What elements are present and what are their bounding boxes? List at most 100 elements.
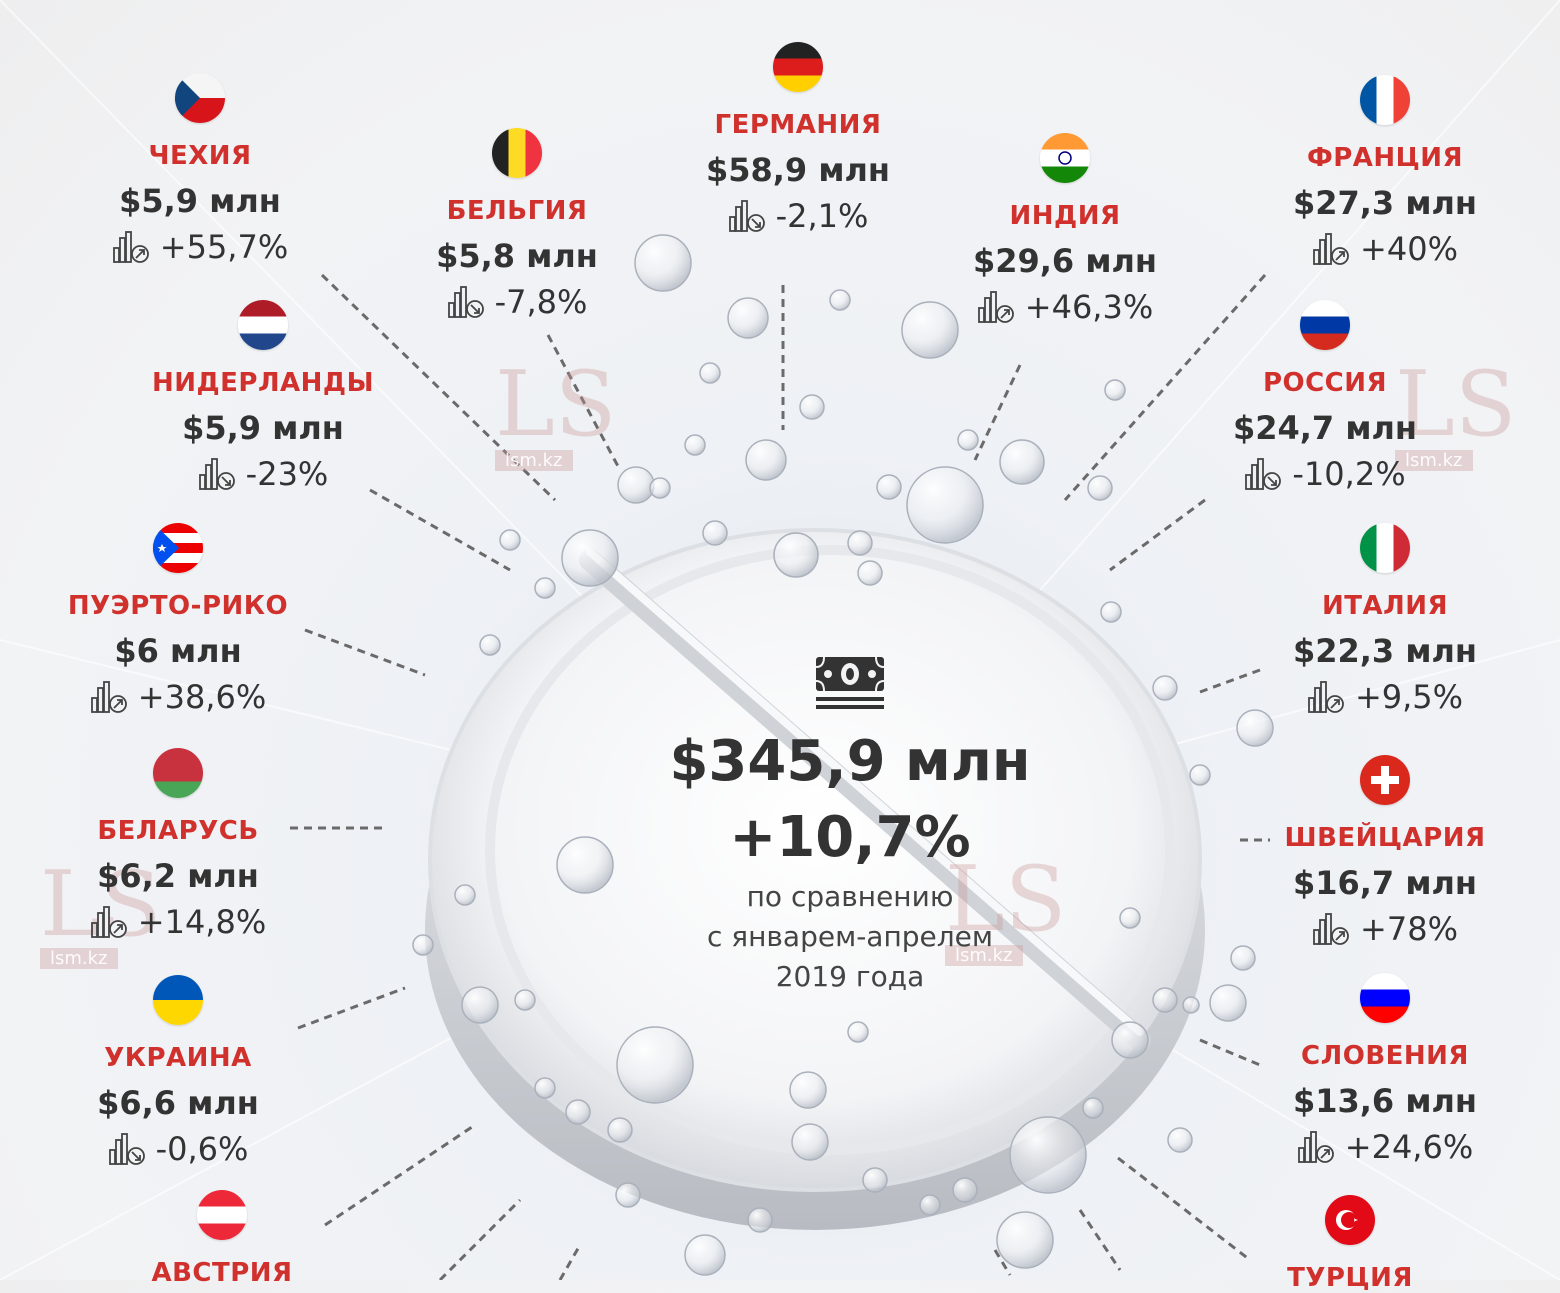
country-amount: $6,6 млн [97, 1084, 259, 1122]
country-ukraine: УКРАИНА $6,6 млн -0,6% [28, 975, 328, 1169]
country-amount: $5,9 млн [119, 182, 281, 220]
trend-up-icon [90, 681, 127, 713]
country-russia: РОССИЯ $24,7 млн -10,2% [1175, 300, 1475, 494]
trend-up-icon [977, 291, 1014, 323]
trend-down-icon [728, 200, 765, 232]
germany-flag-icon [773, 42, 823, 92]
netherlands-flag-icon [238, 300, 288, 350]
country-change: -10,2% [1175, 454, 1475, 494]
country-austria: АВСТРИЯ [72, 1190, 372, 1288]
country-amount: $22,3 млн [1292, 632, 1478, 670]
country-name: ГЕРМАНИЯ [714, 110, 882, 140]
country-amount: $5,8 млн [436, 237, 598, 275]
trend-up-icon [112, 231, 149, 263]
puerto-rico-flag-icon [153, 523, 203, 573]
trend-up-icon [1313, 233, 1349, 265]
slovenia-flag-icon [1360, 973, 1410, 1023]
italy-flag-icon [1360, 523, 1410, 573]
country-change: +55,7% [50, 227, 350, 267]
trend-up-icon [1313, 913, 1349, 945]
watermark-url: lsm.kz [945, 945, 1023, 966]
country-name: БЕЛЬГИЯ [446, 196, 588, 226]
bubbles [412, 234, 1274, 1276]
ukraine-flag-icon [153, 975, 203, 1025]
country-name: ШВЕЙЦАРИЯ [1284, 823, 1486, 853]
country-belgium: БЕЛЬГИЯ $5,8 млн -7,8% [367, 128, 667, 322]
country-name: УКРАИНА [104, 1043, 252, 1073]
country-name: ИТАЛИЯ [1322, 591, 1448, 621]
country-belarus: БЕЛАРУСЬ $6,2 млн +14,8% [28, 748, 328, 942]
country-name: ИНДИЯ [1009, 201, 1121, 231]
country-czechia: ЧЕХИЯ $5,9 млн +55,7% [50, 73, 350, 267]
watermark-url: lsm.kz [1395, 450, 1473, 471]
watermark-url: lsm.kz [495, 450, 573, 471]
country-name: РОССИЯ [1262, 368, 1388, 398]
trend-down-icon [447, 286, 484, 318]
country-name: БЕЛАРУСЬ [97, 816, 259, 846]
country-name: ФРАНЦИЯ [1306, 143, 1464, 173]
country-change: -2,1% [648, 196, 948, 236]
money-icon [815, 656, 885, 709]
connector-lines [290, 273, 1270, 1280]
country-change: +40% [1235, 229, 1535, 269]
russia-flag-icon [1300, 300, 1350, 350]
country-change: +78% [1235, 909, 1535, 949]
country-change: -23% [113, 454, 413, 494]
total-growth: +10,7% [729, 805, 971, 870]
pill-tablet [425, 528, 1205, 1230]
trend-up-icon [1308, 681, 1344, 713]
trend-down-icon [108, 1133, 145, 1165]
center-summary: $345,9 млн +10,7% по сравнению с январем… [600, 655, 1100, 997]
watermark-logo: LS [40, 852, 162, 957]
country-slovenia: СЛОВЕНИЯ $13,6 млн +24,6% [1235, 973, 1535, 1167]
watermark-logo: LS [495, 352, 617, 457]
trend-up-icon [90, 906, 127, 938]
country-switzerland: ШВЕЙЦАРИЯ $16,7 млн +78% [1235, 755, 1535, 949]
country-change: -7,8% [367, 282, 667, 322]
trend-down-icon [198, 458, 235, 490]
trend-up-icon [1297, 1131, 1334, 1163]
country-india: ИНДИЯ $29,6 млн +46,3% [915, 133, 1215, 327]
country-name: ПУЭРТО-РИКО [67, 591, 289, 621]
country-netherlands: НИДЕРЛАНДЫ $5,9 млн -23% [113, 300, 413, 494]
watermark-logo: LS [945, 847, 1067, 952]
country-amount: $6,2 млн [97, 857, 259, 895]
country-amount: $58,9 млн [705, 151, 891, 189]
country-france: ФРАНЦИЯ $27,3 млн +40% [1235, 75, 1535, 269]
country-turkey: ТУРЦИЯ [1200, 1195, 1500, 1293]
country-name: СЛОВЕНИЯ [1301, 1041, 1469, 1071]
country-change: +46,3% [915, 287, 1215, 327]
country-amount: $13,6 млн [1292, 1082, 1478, 1120]
country-change: -0,6% [28, 1129, 328, 1169]
country-change: +24,6% [1235, 1127, 1535, 1167]
country-amount: $5,9 млн [182, 409, 344, 447]
watermark-logo: LS [1395, 352, 1517, 457]
total-amount: $345,9 млн [669, 729, 1031, 794]
india-flag-icon [1040, 133, 1090, 183]
austria-flag-icon [197, 1190, 247, 1240]
country-germany: ГЕРМАНИЯ $58,9 млн -2,1% [648, 42, 948, 236]
france-flag-icon [1360, 75, 1410, 125]
country-puerto-rico: ПУЭРТО-РИКО $6 млн +38,6% [28, 523, 328, 717]
country-name: ЧЕХИЯ [148, 141, 252, 171]
country-italy: ИТАЛИЯ $22,3 млн +9,5% [1235, 523, 1535, 717]
country-change: +14,8% [28, 902, 328, 942]
comparison-note: по сравнению с январем-апрелем 2019 года [706, 880, 994, 993]
switzerland-flag-icon [1360, 755, 1410, 805]
country-name: АВСТРИЯ [151, 1258, 293, 1288]
country-change: +9,5% [1235, 677, 1535, 717]
country-amount: $27,3 млн [1292, 184, 1478, 222]
watermark-url: lsm.kz [40, 948, 118, 969]
czechia-flag-icon [175, 73, 225, 123]
country-amount: $29,6 млн [972, 242, 1158, 280]
country-amount: $6 млн [114, 632, 242, 670]
country-name: ТУРЦИЯ [1287, 1263, 1413, 1293]
country-amount: $16,7 млн [1292, 864, 1478, 902]
country-name: НИДЕРЛАНДЫ [151, 368, 375, 398]
country-amount: $24,7 млн [1232, 409, 1418, 447]
trend-down-icon [1245, 458, 1282, 490]
belarus-flag-icon [153, 748, 203, 798]
country-change: +38,6% [28, 677, 328, 717]
